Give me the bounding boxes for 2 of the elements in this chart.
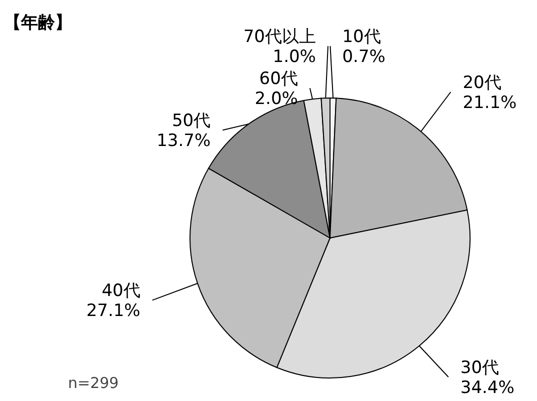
title: 【年齢】 [4,13,72,33]
annotation: n=299 [68,374,119,392]
